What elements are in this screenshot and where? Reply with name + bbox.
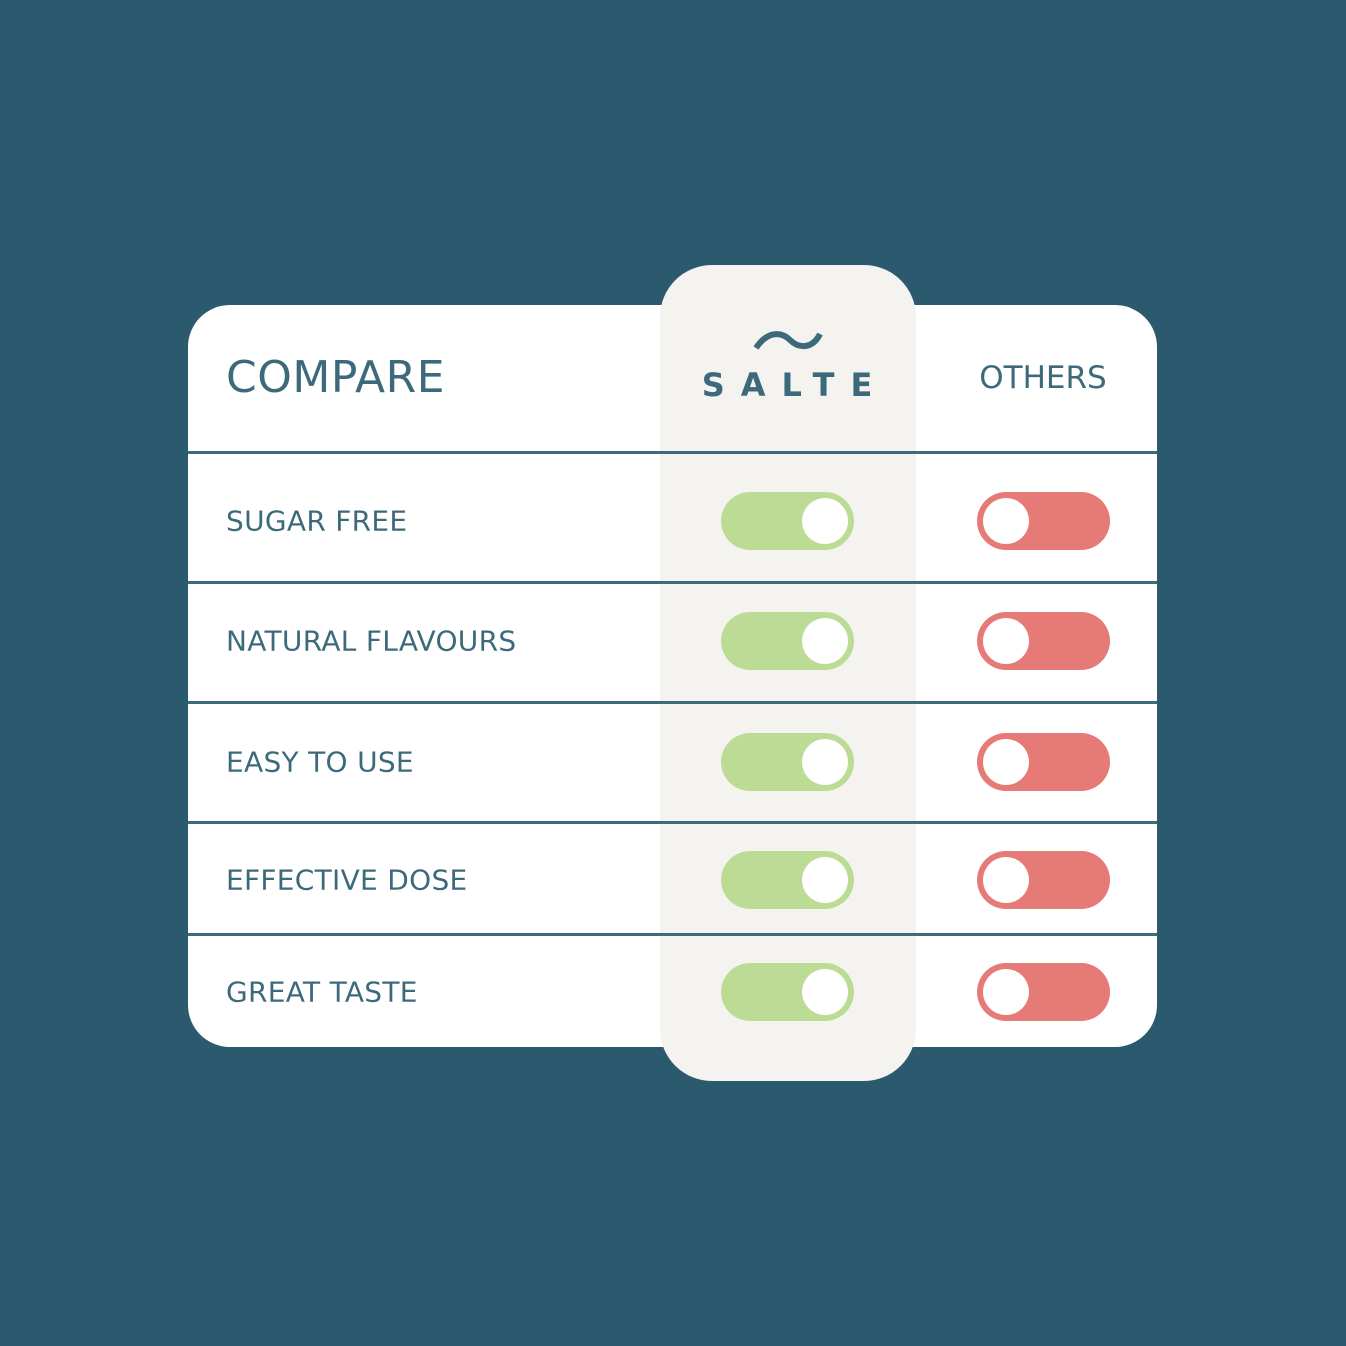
- toggle-knob: [983, 739, 1029, 785]
- toggle-knob: [802, 739, 848, 785]
- row-divider: [188, 701, 1157, 704]
- salte-toggle-on[interactable]: [721, 963, 854, 1021]
- row-divider: [188, 581, 1157, 584]
- toggle-knob: [983, 498, 1029, 544]
- toggle-knob: [802, 618, 848, 664]
- row-label: SUGAR FREE: [226, 504, 408, 538]
- row-label: EFFECTIVE DOSE: [226, 863, 468, 897]
- row-divider: [188, 821, 1157, 824]
- salte-toggle-on[interactable]: [721, 612, 854, 670]
- wave-tilde-icon: [753, 331, 823, 350]
- others-toggle-off[interactable]: [977, 612, 1110, 670]
- others-header: OTHERS: [979, 360, 1107, 396]
- salte-toggle-on[interactable]: [721, 492, 854, 550]
- row-label: EASY TO USE: [226, 745, 414, 779]
- salte-toggle-on[interactable]: [721, 851, 854, 909]
- toggle-knob: [802, 857, 848, 903]
- toggle-knob: [983, 618, 1029, 664]
- toggle-knob: [983, 857, 1029, 903]
- compare-title: COMPARE: [226, 352, 446, 403]
- others-toggle-off[interactable]: [977, 492, 1110, 550]
- row-divider: [188, 451, 1157, 454]
- toggle-knob: [802, 969, 848, 1015]
- others-toggle-off[interactable]: [977, 733, 1110, 791]
- brand-name: SALTE: [701, 366, 889, 404]
- row-label: GREAT TASTE: [226, 975, 418, 1009]
- salte-column-highlight: [660, 265, 916, 1081]
- salte-toggle-on[interactable]: [721, 733, 854, 791]
- row-divider: [188, 933, 1157, 936]
- others-toggle-off[interactable]: [977, 851, 1110, 909]
- toggle-knob: [983, 969, 1029, 1015]
- row-label: NATURAL FLAVOURS: [226, 624, 517, 658]
- others-toggle-off[interactable]: [977, 963, 1110, 1021]
- toggle-knob: [802, 498, 848, 544]
